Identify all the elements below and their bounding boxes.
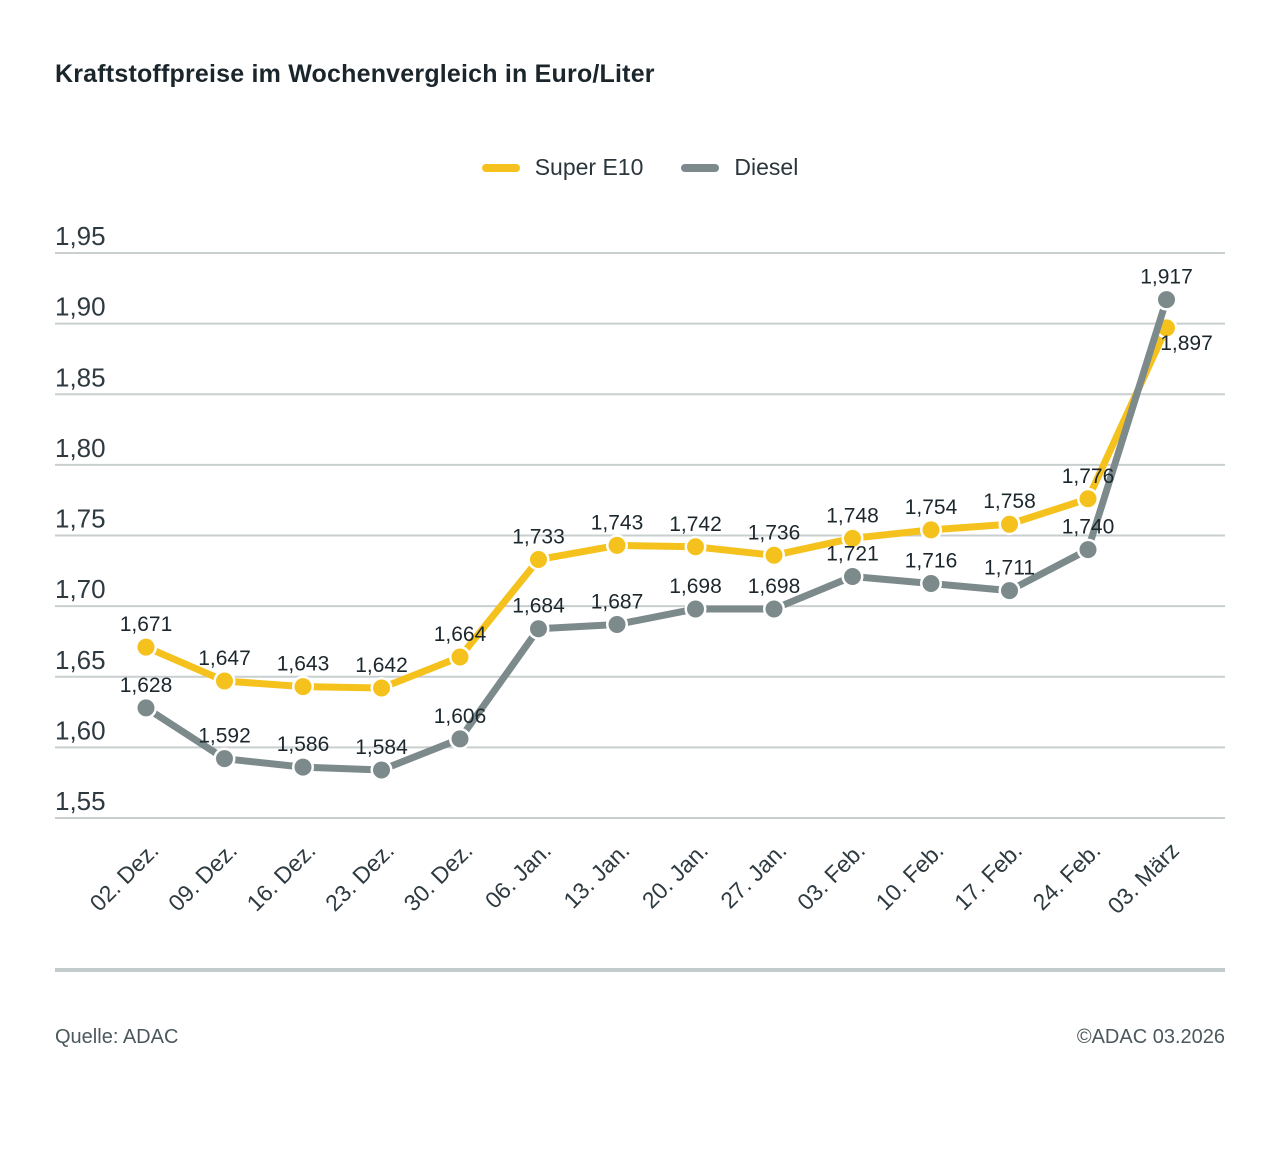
y-tick-label: 1,75	[55, 504, 106, 534]
data-point-label: 1,584	[355, 736, 408, 759]
data-point-label: 1,642	[355, 654, 408, 677]
data-point-label: 1,684	[512, 595, 565, 618]
data-point-label: 1,664	[434, 623, 487, 646]
x-tick-label: 27. Jan.	[715, 837, 791, 913]
x-tick-label: 09. Dez.	[163, 837, 242, 916]
data-point	[370, 677, 393, 700]
data-point	[292, 756, 314, 779]
data-point	[684, 597, 707, 620]
legend-label-super-e10: Super E10	[534, 154, 644, 180]
data-point	[606, 534, 628, 557]
y-tick-label: 1,80	[55, 433, 106, 463]
data-point	[998, 579, 1021, 602]
data-point-label: 1,721	[826, 542, 879, 565]
data-point-label: 1,897	[1160, 332, 1213, 355]
data-point-label: 1,758	[983, 490, 1036, 513]
data-point-label: 1,733	[512, 526, 565, 549]
y-tick-label: 1,60	[55, 715, 106, 745]
x-tick-label: 02. Dez.	[85, 837, 164, 916]
data-point	[763, 597, 785, 620]
data-point	[998, 513, 1021, 536]
data-point-label: 1,711	[984, 557, 1035, 580]
data-point	[920, 518, 942, 541]
data-point	[841, 527, 864, 550]
data-point-label: 1,748	[826, 504, 879, 527]
data-point	[763, 544, 785, 567]
data-point	[841, 565, 864, 588]
series-line-diesel	[142, 296, 1170, 774]
x-tick-label: 30. Dez.	[399, 837, 478, 916]
data-point-label: 1,740	[1062, 516, 1115, 539]
data-point-label: 1,606	[434, 705, 487, 728]
data-point-label: 1,671	[120, 613, 173, 636]
data-point-label: 1,592	[198, 725, 251, 748]
data-point	[1155, 288, 1178, 311]
data-point	[1077, 487, 1099, 510]
chart-title: Kraftstoffpreise im Wochenvergleich in E…	[55, 60, 655, 88]
data-point	[449, 645, 471, 668]
x-tick-label: 03. Feb.	[792, 837, 870, 915]
legend-item-diesel: Diesel	[681, 154, 798, 181]
data-point	[213, 747, 236, 770]
data-point-label: 1,776	[1062, 465, 1115, 488]
data-point-label: 1,698	[748, 575, 801, 598]
data-point	[527, 548, 550, 571]
data-point	[292, 675, 314, 698]
data-point	[213, 669, 236, 692]
data-point-label: 1,687	[591, 590, 644, 613]
data-point-label: 1,647	[198, 647, 251, 670]
chart-legend: Super E10 Diesel	[0, 154, 1280, 181]
legend-swatch-diesel-line	[681, 163, 720, 172]
x-tick-label: 06. Jan.	[480, 837, 556, 913]
x-tick-label: 13. Jan.	[558, 837, 634, 913]
footer-divider	[55, 968, 1225, 972]
y-tick-label: 1,55	[55, 786, 106, 816]
x-tick-label: 17. Feb.	[949, 837, 1027, 915]
x-tick-label: 20. Jan.	[637, 837, 713, 913]
x-tick-label: 23. Dez.	[320, 837, 399, 916]
data-point-label: 1,698	[669, 575, 722, 598]
data-point-label: 1,628	[120, 674, 173, 697]
footer-copyright-text: ©ADAC 03.2026	[1076, 1026, 1225, 1048]
data-point-label: 1,743	[591, 511, 644, 534]
y-tick-label: 1,95	[55, 221, 106, 251]
data-point-label: 1,917	[1140, 266, 1193, 289]
legend-label-diesel: Diesel	[734, 154, 799, 180]
x-tick-label: 16. Dez.	[242, 837, 321, 916]
y-tick-label: 1,85	[55, 362, 106, 392]
x-tick-label: 10. Feb.	[870, 837, 948, 915]
legend-swatch-super-e10-line	[481, 163, 520, 172]
data-point-label: 1,736	[748, 521, 801, 544]
y-tick-label: 1,90	[55, 292, 106, 322]
data-point	[370, 758, 393, 781]
x-tick-label: 24. Feb.	[1027, 837, 1105, 915]
data-point-label: 1,742	[669, 513, 722, 536]
data-point-label: 1,716	[905, 550, 958, 573]
data-point-label: 1,754	[905, 496, 958, 519]
data-point	[135, 696, 157, 719]
data-point	[684, 535, 707, 558]
data-point	[1077, 538, 1099, 561]
footer-source-text: Quelle: ADAC	[55, 1026, 179, 1048]
y-tick-label: 1,70	[55, 574, 106, 604]
data-point	[449, 727, 471, 750]
data-point-label: 1,643	[277, 653, 330, 676]
y-tick-label: 1,65	[55, 645, 106, 675]
data-point	[527, 617, 550, 640]
data-point-label: 1,586	[277, 733, 330, 756]
x-tick-label: 03. März	[1102, 837, 1184, 919]
legend-item-super-e10: Super E10	[481, 154, 644, 181]
data-point	[920, 572, 942, 595]
data-point	[135, 636, 157, 659]
series-line-super-e10	[142, 324, 1170, 692]
data-point	[606, 613, 628, 636]
